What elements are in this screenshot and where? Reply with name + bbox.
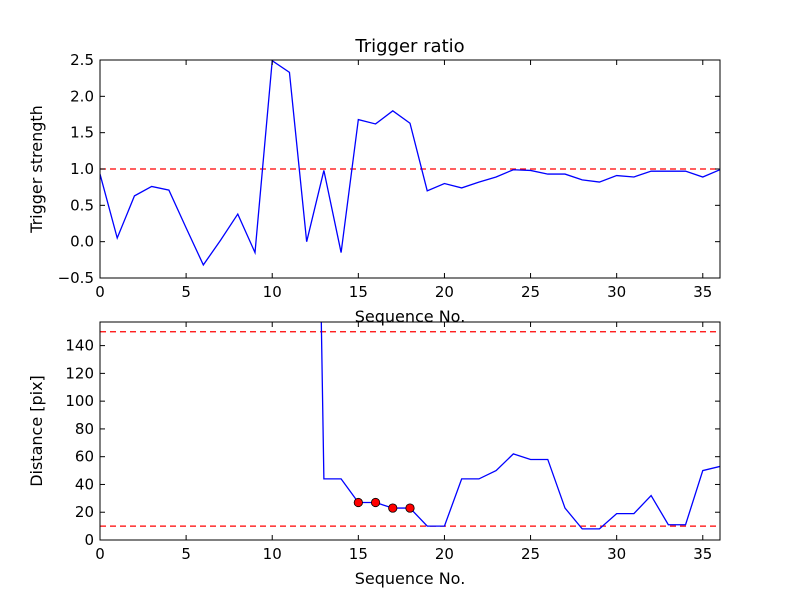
- chart-title: Trigger ratio: [354, 36, 464, 57]
- chart-distance: 0 5 10 15 20 25 30 35 0 20 40 60 80 100 120 140 Sequence…: [27, 321, 721, 588]
- x-axis-label: Sequence No.: [355, 569, 466, 588]
- y-tick-label: 2.5: [70, 51, 94, 69]
- data-point: [353, 497, 363, 508]
- x-tick-label: 35: [693, 545, 712, 563]
- data-point: [370, 497, 381, 508]
- y-tick-label: 40: [75, 475, 94, 493]
- x-tick-label: 15: [349, 283, 368, 301]
- series-line: [100, 60, 720, 267]
- y-tick-label: 1.0: [70, 160, 94, 178]
- x-tick-label: 15: [349, 545, 368, 563]
- y-tick-label: 0.5: [70, 196, 94, 214]
- x-tick-label: 25: [521, 283, 540, 301]
- y-tick-label: 80: [75, 420, 94, 438]
- x-tick-label: 30: [607, 545, 626, 563]
- y-tick-label: 100: [65, 392, 94, 410]
- y-tick-label: 0: [84, 531, 94, 549]
- y-tick-label: 20: [75, 503, 94, 521]
- chart-trigger-ratio: 0 5 10 15 20 25 30 35 −0.5 0.0 0.5 1.0 1.5 2.0 2.5 Sequ…: [27, 36, 721, 326]
- y-tick-label: 2.0: [70, 87, 94, 105]
- x-tick-label: 25: [521, 545, 540, 563]
- x-tick-label: 10: [263, 545, 282, 563]
- y-tick-label: 60: [75, 448, 94, 466]
- y-tick-label: 120: [65, 364, 94, 382]
- data-point: [388, 503, 398, 513]
- x-tick-label: 10: [263, 283, 282, 301]
- x-tick-label: 35: [693, 283, 712, 301]
- x-axis-label: Sequence No.: [355, 307, 466, 326]
- axes-frame: [99, 321, 721, 541]
- y-tick-label: −0.5: [58, 269, 94, 287]
- x-tick-label: 20: [435, 283, 454, 301]
- x-tick-label: 5: [181, 545, 191, 563]
- x-tick-label: 5: [181, 283, 191, 301]
- y-axis-label: Distance [pix]: [27, 375, 46, 487]
- y-axis-label: Trigger strength: [27, 105, 46, 234]
- series-line: [320, 322, 720, 530]
- x-tick-label: 20: [435, 545, 454, 563]
- data-point: [405, 503, 415, 513]
- y-tick-label: 1.5: [70, 124, 94, 142]
- x-tick-label: 30: [607, 283, 626, 301]
- y-tick-label: 140: [65, 337, 94, 355]
- x-tick-label: 0: [95, 545, 105, 563]
- x-tick-label: 0: [95, 283, 105, 301]
- y-tick-label: 0.0: [70, 233, 94, 251]
